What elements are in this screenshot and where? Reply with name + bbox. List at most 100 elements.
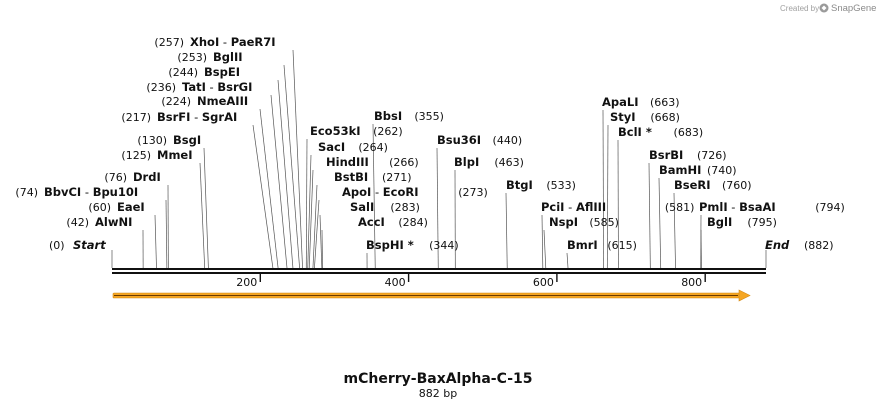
enzyme-line [277,79,294,269]
enzyme-position: (74) [15,186,38,199]
enzyme-position: (463) [494,156,524,169]
enzyme-line [602,109,604,269]
enzyme-line [673,192,676,269]
enzyme-name: TatI - BsrGI [182,80,252,94]
enzyme-position: (253) [177,51,207,64]
enzyme-name: PmlI - BsaAI [699,200,776,214]
enzyme-site[interactable]: BsrBI (726) [649,148,727,162]
feature-arrow[interactable] [112,289,751,302]
enzyme-site[interactable]: BspHI * (344) [366,238,459,252]
enzyme-position: (284) [398,216,428,229]
enzyme-line [203,147,209,269]
enzyme-position: (264) [358,141,388,154]
enzyme-site[interactable]: BseRI (760) [674,178,752,192]
enzyme-position: (585) [589,216,619,229]
enzyme-position: (273) [458,186,488,199]
enzyme-name: NmeAIII [197,94,248,108]
enzyme-site[interactable]: (224) NmeAIII [161,94,248,108]
enzyme-site[interactable]: (244) BspEI [168,65,240,79]
enzyme-site[interactable]: ApoI - EcoRI (273) [342,185,488,199]
enzyme-position: (271) [382,171,412,184]
enzyme-name: BbsI [374,109,402,123]
enzyme-name: XhoI - PaeR7I [190,35,276,49]
enzyme-site[interactable]: BlpI (463) [454,155,524,169]
enzyme-site[interactable]: NspI (585) [549,215,619,229]
enzyme-site[interactable]: Bsu36I (440) [437,133,522,147]
enzyme-position: (283) [390,201,420,214]
enzyme-line [305,138,308,269]
enzyme-site[interactable]: PciI - AflIII (581) [541,200,694,214]
enzyme-site[interactable]: SalI (283) [350,200,420,214]
enzyme-name: AlwNI [95,215,132,229]
enzyme-name: AccI [358,215,385,229]
enzyme-line [283,64,300,269]
enzyme-position: (726) [697,149,727,162]
enzyme-position: (760) [722,179,752,192]
enzyme-line [319,214,323,269]
enzyme-name: BspEI [204,65,240,79]
enzyme-site[interactable]: (130) BsgI [137,133,201,147]
credit: Created by SnapGene [780,3,876,14]
enzyme-site[interactable]: BglI (795) [707,215,777,229]
enzyme-site[interactable]: (125) MmeI [121,148,192,162]
enzyme-site[interactable]: (217) BsrFI - SgrAI [121,110,237,124]
enzyme-name: MmeI [157,148,193,162]
enzyme-site[interactable]: BstBI (271) [334,170,412,184]
enzyme-line [312,184,318,269]
credit-text: Created by [780,4,819,13]
enzyme-line [541,214,544,269]
enzyme-site[interactable]: BtgI (533) [506,178,576,192]
terminal-name: Start [73,238,106,252]
snapgene-logo-icon [819,3,829,13]
enzyme-site[interactable]: BbsI (355) [374,109,444,123]
enzyme-line [165,199,168,269]
enzyme-name: BspHI * [366,238,414,252]
enzyme-site[interactable]: BclI * (683) [618,125,703,139]
enzyme-line [314,199,320,269]
map-length: 882 bp [419,387,457,400]
map-title: mCherry-BaxAlpha-C-15 [344,371,533,387]
enzyme-position: (257) [154,36,184,49]
enzyme-site[interactable]: SacI (264) [318,140,388,154]
enzyme-line [658,177,662,269]
enzyme-position: (344) [429,239,459,252]
enzyme-name: NspI [549,215,578,229]
enzyme-name: BtgI [506,178,533,192]
enzyme-site[interactable]: StyI (668) [610,110,680,124]
enzyme-site[interactable]: BmrI (615) [567,238,637,252]
enzyme-name: Eco53kI [310,124,361,138]
enzyme-site[interactable]: (42) AlwNI [66,215,132,229]
terminal-position: (882) [804,239,834,252]
enzyme-site[interactable]: BamHI (740) [659,163,737,177]
enzyme-name: DrdI [133,170,161,184]
enzyme-position: (236) [146,81,176,94]
enzyme-position: (615) [607,239,637,252]
enzyme-name: PciI - AflIII [541,200,606,214]
enzyme-site[interactable]: PmlI - BsaAI (794) [699,200,845,214]
enzyme-site[interactable]: (236) TatI - BsrGI [146,80,252,94]
enzyme-name: BseRI [674,178,711,192]
enzyme-line [292,49,303,269]
enzyme-line [543,229,547,269]
enzyme-site[interactable]: (74) BbvCI - Bpu10I [15,185,138,199]
enzyme-position: (663) [650,96,680,109]
enzyme-line [259,108,279,269]
enzyme-site[interactable]: (76) DrdI [104,170,160,184]
enzyme-position: (795) [747,216,777,229]
enzyme-site[interactable]: (60) EaeI [88,200,144,214]
enzyme-site[interactable]: ApaLI (663) [602,95,680,109]
enzyme-name: StyI [610,110,636,124]
enzyme-name: Bsu36I [437,133,481,147]
enzyme-site[interactable]: Eco53kI (262) [310,124,403,138]
enzyme-position: (266) [389,156,419,169]
enzyme-line [199,162,206,269]
axis-tick-label: 400 [385,276,406,289]
enzyme-site[interactable]: HindIII (266) [326,155,419,169]
enzyme-line [270,94,288,269]
enzyme-site[interactable]: AccI (284) [358,215,428,229]
enzyme-lines [111,49,767,269]
enzyme-position: (440) [493,134,523,147]
enzyme-site[interactable]: (253) BglII [177,50,242,64]
enzyme-site[interactable]: (257) XhoI - PaeR7I [154,35,275,49]
